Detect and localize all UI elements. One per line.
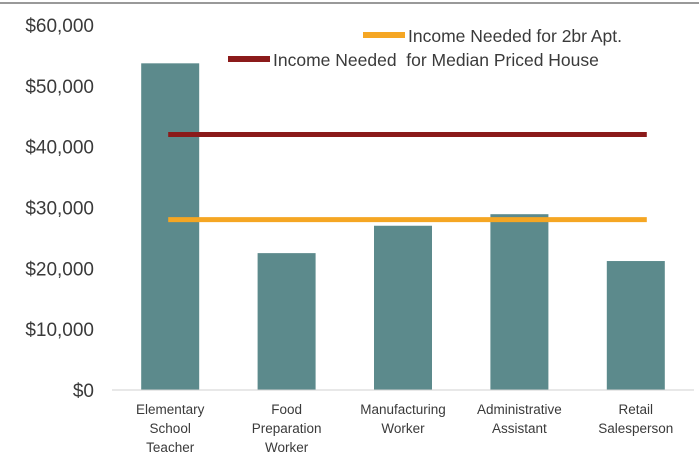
x-tick-label: Manufacturing (360, 402, 446, 417)
x-tick-label: Elementary (136, 402, 205, 417)
x-tick-label: Preparation (252, 421, 322, 436)
x-tick-label: Retail (619, 402, 654, 417)
bar (490, 214, 549, 390)
x-tick-label: Salesperson (598, 421, 673, 436)
legend-label: Income Needed for 2br Apt. (408, 26, 622, 46)
y-tick-label: $30,000 (25, 199, 94, 220)
bar (141, 63, 200, 390)
y-tick-label: $60,000 (25, 16, 94, 37)
y-tick-label: $40,000 (25, 138, 94, 159)
x-tick-label: Assistant (492, 421, 547, 436)
x-tick-label: Administrative (477, 402, 562, 417)
y-tick-label: $20,000 (25, 259, 94, 280)
y-tick-label: $50,000 (25, 77, 94, 98)
x-tick-label: Worker (381, 421, 425, 436)
y-tick-label: $10,000 (25, 320, 94, 341)
legend-label: Income Needed for Median Priced House (273, 50, 599, 70)
reference-lines (168, 132, 647, 223)
bar (606, 261, 665, 390)
legend: Income Needed for 2br Apt. Income Needed … (228, 26, 622, 70)
y-tick-label: $0 (73, 381, 94, 402)
x-tick-label: Worker (265, 440, 309, 455)
bars (141, 63, 665, 390)
x-tick-label: Teacher (146, 440, 195, 455)
y-axis: $0 $10,000 $20,000 $30,000 $40,000 $50,000 $60… (25, 16, 94, 402)
x-tick-label: School (150, 421, 191, 436)
bar (374, 225, 432, 390)
bar (257, 253, 316, 390)
x-axis: Elementary School Teacher Food Preparation Wo… (136, 402, 673, 455)
x-tick-label: Food (271, 402, 302, 417)
